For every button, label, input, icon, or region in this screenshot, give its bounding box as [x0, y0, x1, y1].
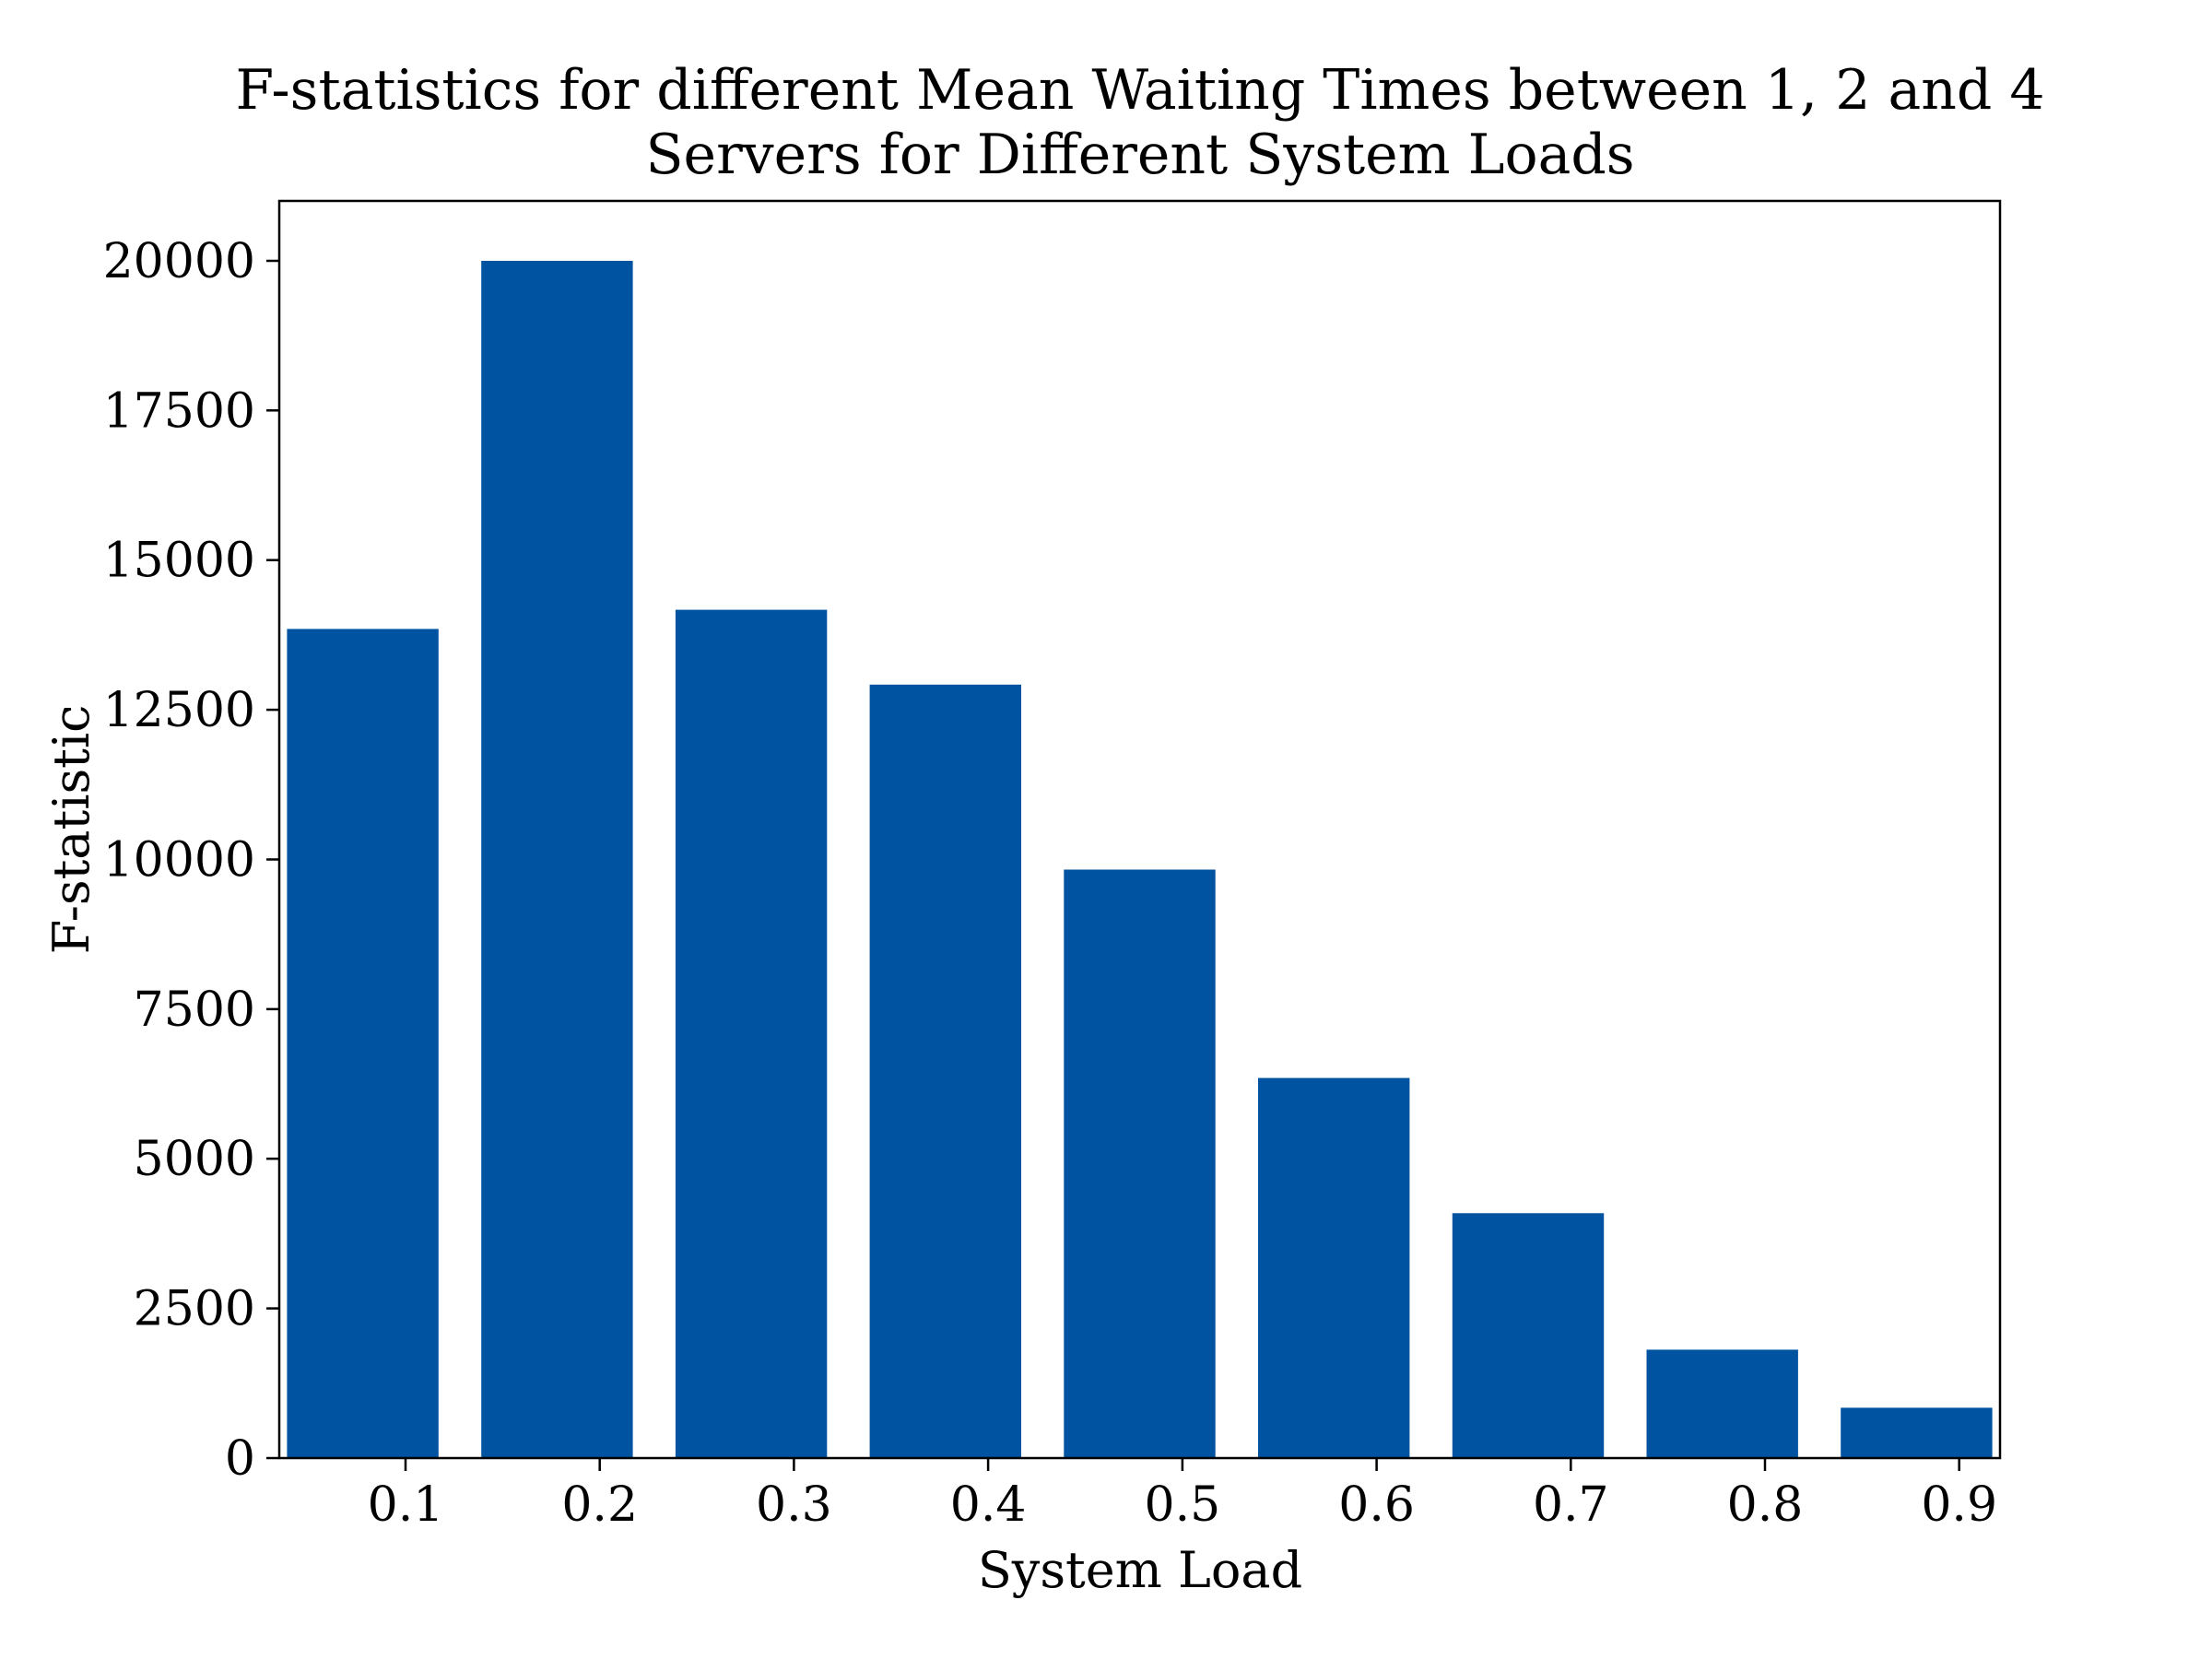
bar-0.2 [481, 261, 633, 1458]
y-tick-label: 10000 [103, 833, 255, 888]
x-tick-label: 0.2 [561, 1477, 638, 1533]
x-tick-label: 0.6 [1338, 1477, 1415, 1533]
y-tick-label: 15000 [103, 534, 255, 589]
x-tick-label: 0.3 [756, 1477, 832, 1533]
bar-0.4 [869, 684, 1021, 1458]
y-tick-label: 17500 [103, 383, 255, 439]
y-tick-label: 5000 [134, 1132, 255, 1187]
x-tick-label: 0.9 [1921, 1477, 1997, 1533]
y-tick-label: 2500 [134, 1282, 255, 1337]
bar-0.7 [1452, 1213, 1605, 1458]
bar-0.8 [1646, 1349, 1798, 1458]
y-tick-label: 7500 [134, 982, 255, 1038]
y-axis-ticks: 0 2500 5000 7500 10000 12500 15000 17500 20000 [103, 234, 279, 1487]
bars-group [287, 261, 1993, 1458]
x-tick-label: 0.7 [1533, 1477, 1609, 1533]
bar-0.9 [1841, 1407, 1993, 1458]
y-tick-label: 20000 [103, 234, 255, 289]
y-tick-label: 12500 [103, 683, 255, 738]
bar-0.6 [1258, 1077, 1410, 1458]
x-tick-label: 0.8 [1727, 1477, 1804, 1533]
x-tick-label: 0.5 [1145, 1477, 1221, 1533]
y-tick-label: 0 [225, 1431, 255, 1487]
bar-0.5 [1064, 869, 1216, 1458]
x-tick-label: 0.1 [368, 1477, 444, 1533]
y-axis-label: F-statistic [42, 705, 100, 955]
bar-0.3 [675, 609, 828, 1458]
x-tick-label: 0.4 [950, 1477, 1027, 1533]
chart-title-line-1: F-statistics for different Mean Waiting … [235, 58, 2044, 123]
plot-frame [277, 199, 2002, 1460]
x-axis-ticks: 0.1 0.2 0.3 0.4 0.5 0.6 0.7 0.8 0.9 [368, 1458, 1997, 1533]
x-axis-label: System Load [978, 1541, 1302, 1599]
bar-0.1 [287, 629, 439, 1458]
chart-title: F-statistics for different Mean Waiting … [235, 58, 2044, 187]
chart-title-line-2: Servers for Different System Loads [645, 123, 1634, 187]
